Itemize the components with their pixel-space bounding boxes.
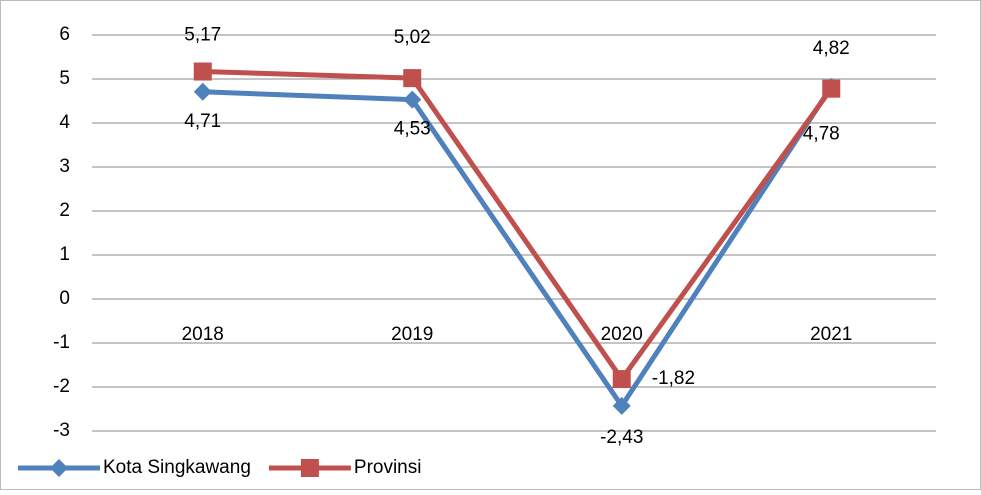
y-tick-label: -3 bbox=[53, 420, 70, 441]
marker bbox=[612, 396, 631, 415]
series-line bbox=[202, 69, 834, 384]
data-label: 4,82 bbox=[813, 38, 850, 59]
y-tick-label: 6 bbox=[59, 24, 70, 45]
x-tick-label: 2019 bbox=[391, 324, 433, 345]
x-tick-label: 2018 bbox=[182, 324, 224, 345]
data-label: 5,02 bbox=[394, 27, 431, 48]
y-tick-label: -1 bbox=[53, 332, 70, 353]
y-tick-label: 4 bbox=[59, 112, 70, 133]
data-label: -2,43 bbox=[600, 427, 643, 448]
data-label: 4,78 bbox=[803, 124, 840, 145]
marker bbox=[193, 62, 212, 81]
marker bbox=[822, 79, 841, 98]
y-tick-label: -2 bbox=[53, 376, 70, 397]
marker bbox=[403, 69, 422, 88]
legend-label: Provinsi bbox=[354, 457, 422, 478]
x-tick-label: 2021 bbox=[810, 324, 852, 345]
data-label: 5,17 bbox=[184, 25, 221, 46]
marker bbox=[612, 370, 631, 389]
y-tick-label: 1 bbox=[59, 244, 70, 265]
y-tick-label: 3 bbox=[59, 156, 70, 177]
y-tick-label: 2 bbox=[59, 200, 70, 221]
series-line bbox=[202, 85, 834, 411]
marker bbox=[193, 82, 212, 101]
data-label: 4,53 bbox=[394, 119, 431, 140]
marker bbox=[403, 90, 422, 109]
legend-label: Kota Singkawang bbox=[103, 457, 251, 478]
data-label: 4,71 bbox=[184, 111, 221, 132]
data-label: -1,82 bbox=[652, 368, 695, 389]
legend-marker bbox=[300, 459, 319, 477]
y-tick-label: 5 bbox=[59, 68, 70, 89]
legend-marker bbox=[50, 459, 68, 477]
y-tick-label: 0 bbox=[59, 288, 70, 309]
x-tick-label: 2020 bbox=[601, 324, 643, 345]
